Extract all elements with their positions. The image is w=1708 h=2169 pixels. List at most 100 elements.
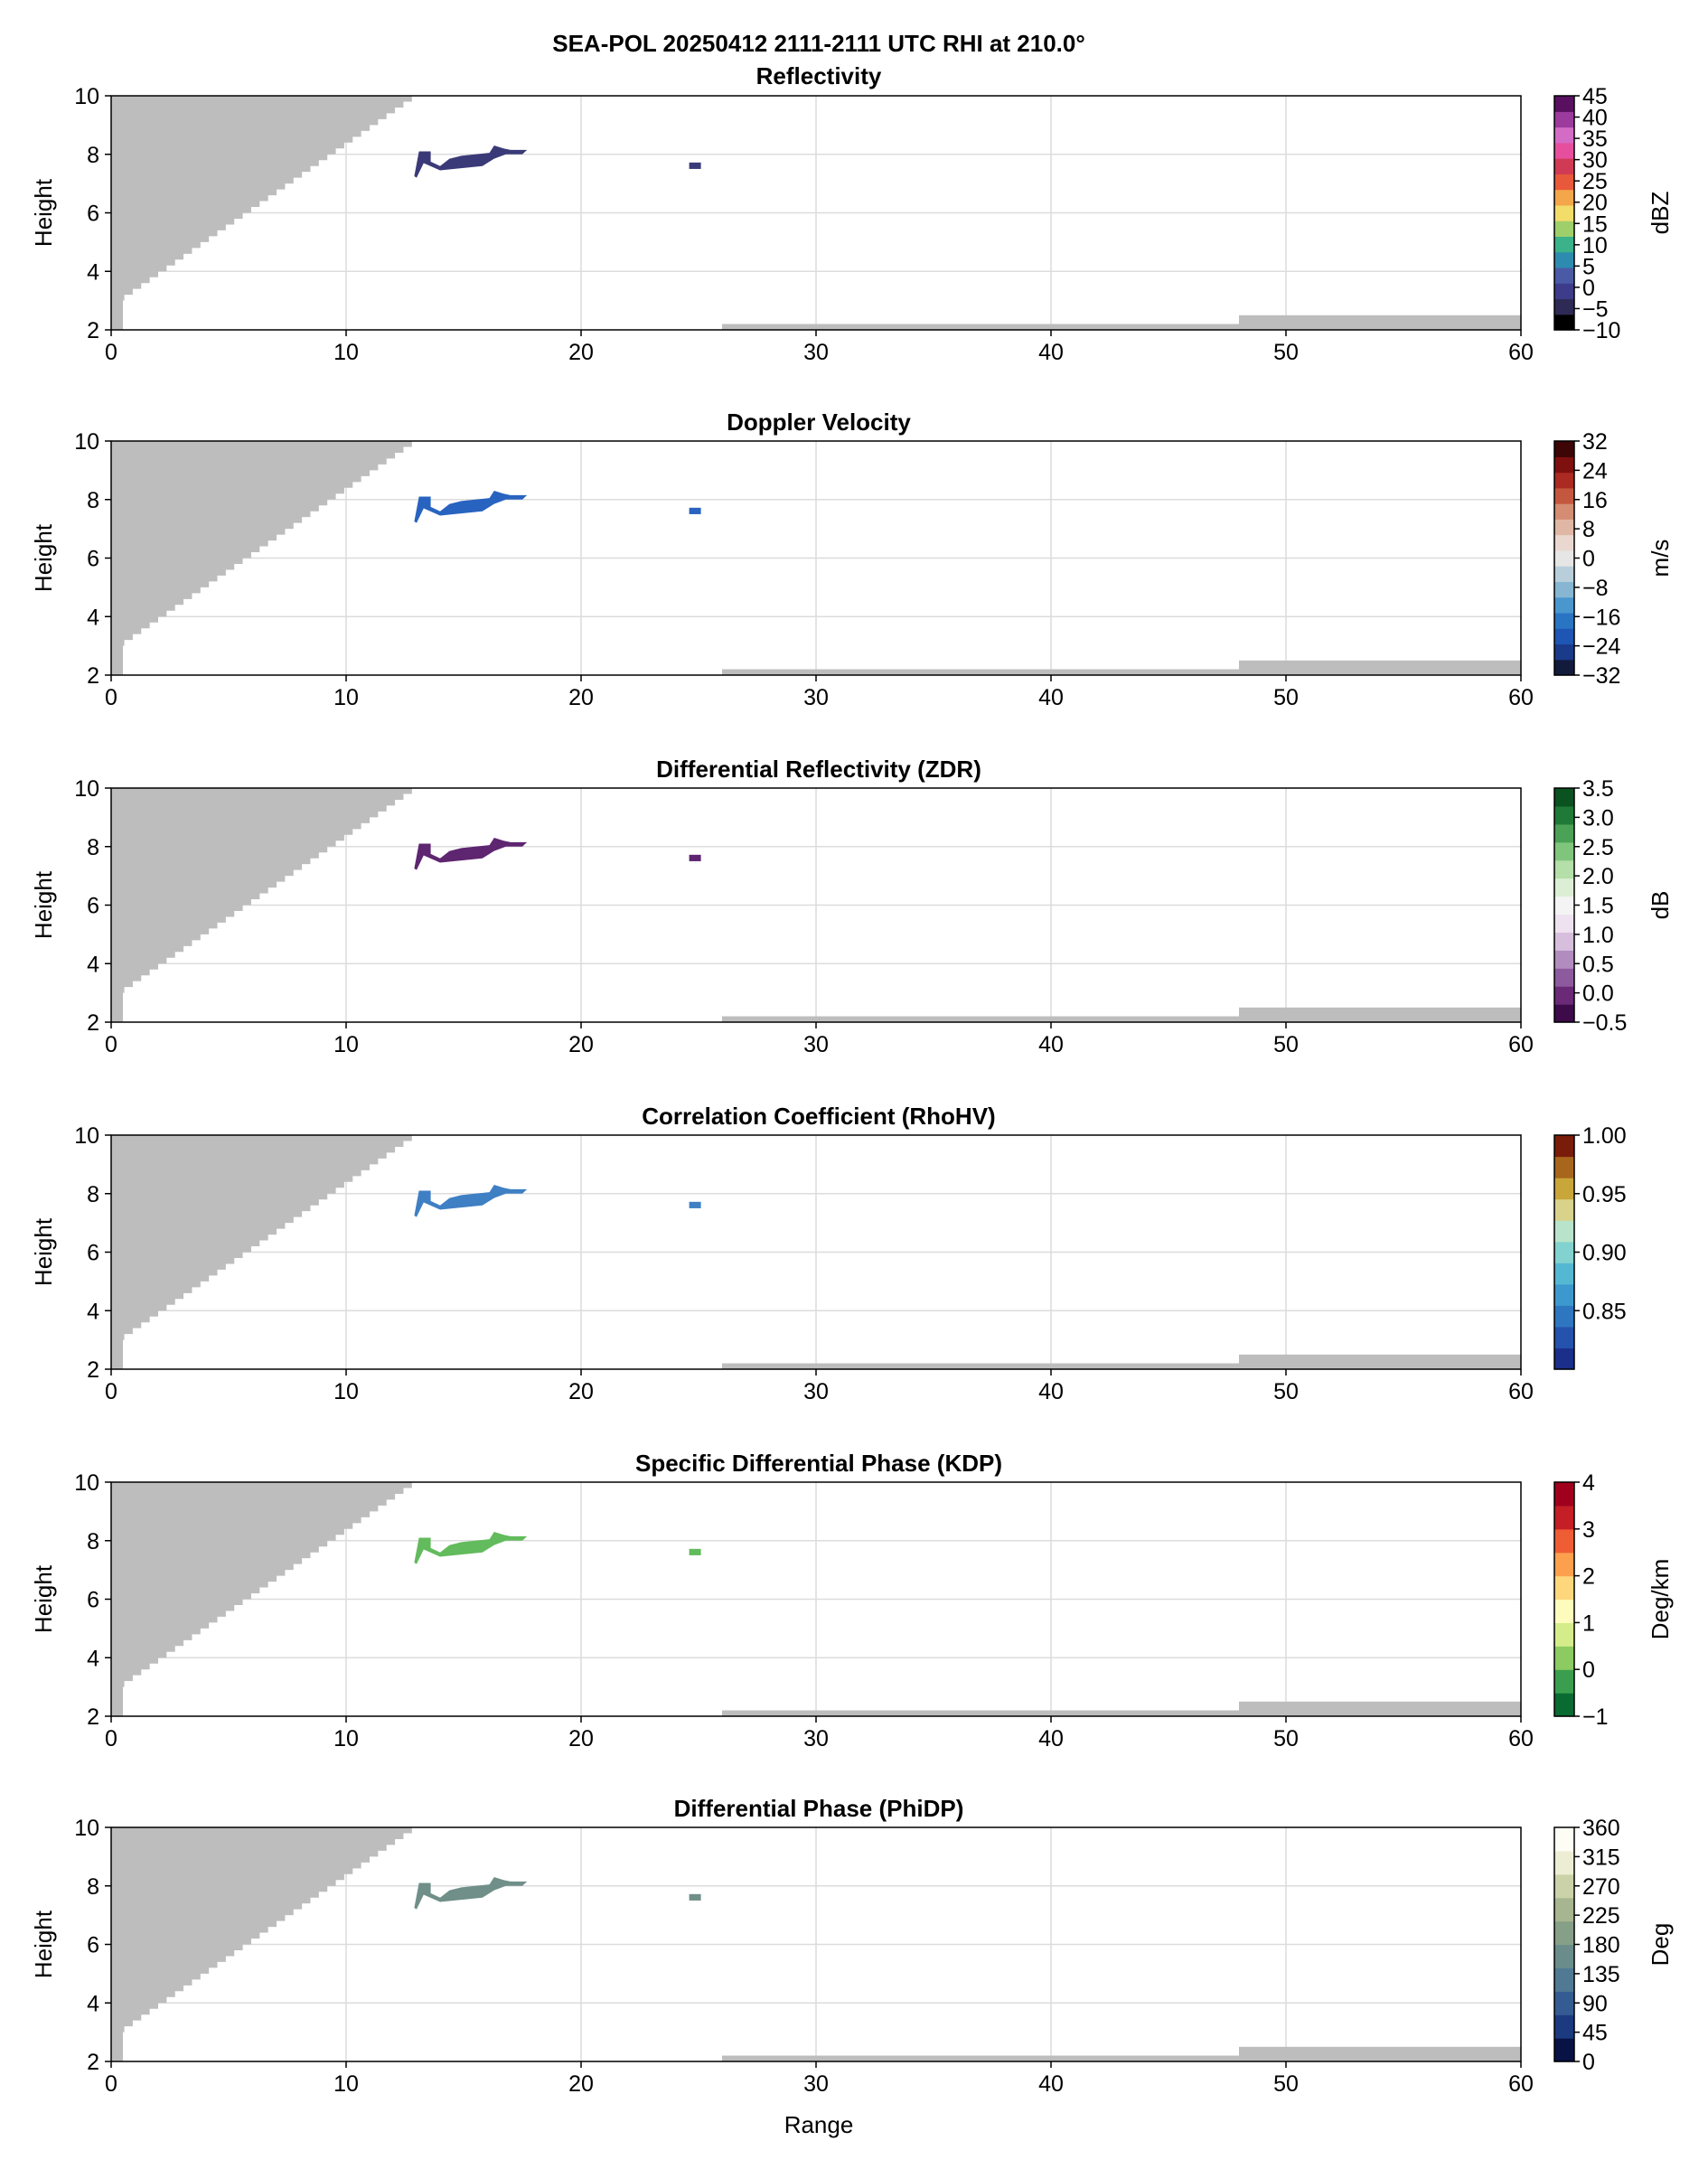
colorbar-frame [1553, 95, 1575, 331]
colorbar-swatch [1554, 1873, 1574, 1899]
ground-clutter-strip [722, 1710, 1239, 1716]
y-tick-label: 8 [87, 835, 99, 860]
x-tick-label: 10 [333, 340, 359, 365]
y-axis-label: Height [30, 178, 57, 247]
colorbar-swatch [1554, 1178, 1574, 1200]
colorbar-tick-label: −8 [1582, 576, 1609, 601]
beam-blocked-region [111, 1482, 412, 1716]
beam-blocked-region [111, 1827, 412, 2061]
colorbar-tick-label: 1.0 [1582, 923, 1614, 948]
x-tick-label: 20 [568, 1726, 594, 1751]
colorbar-swatch [1554, 986, 1574, 1005]
colorbar-tick-label: 32 [1582, 429, 1608, 455]
colorbar-swatch [1554, 1646, 1574, 1670]
x-tick-label: 60 [1508, 1726, 1534, 1751]
x-tick-label: 60 [1508, 1032, 1534, 1057]
ground-clutter-strip [722, 2055, 1239, 2061]
colorbar-tick-label: 225 [1582, 1903, 1620, 1929]
colorbar-tick-label: 40 [1582, 106, 1608, 131]
colorbar-tick-label: 270 [1582, 1874, 1620, 1900]
x-tick-label: 0 [105, 2071, 117, 2097]
colorbar-tick-label: 30 [1582, 148, 1608, 174]
y-tick-label: 2 [87, 1357, 99, 1383]
colorbar-tick-label: 25 [1582, 169, 1608, 194]
y-tick-label: 2 [87, 1704, 99, 1730]
colorbar-label: dBZ [1647, 192, 1674, 235]
panel-title: Differential Phase (PhiDP) [674, 1795, 964, 1822]
colorbar-swatch [1554, 1347, 1574, 1370]
colorbar-tick-label: 1 [1582, 1610, 1595, 1636]
colorbar-tick-label: −10 [1582, 318, 1620, 343]
colorbar-swatch [1554, 127, 1574, 144]
colorbar-swatch [1554, 1991, 1574, 2015]
panel-title: Reflectivity [756, 62, 882, 89]
colorbar-swatch [1554, 1552, 1574, 1577]
colorbar: 4 3 2 1 0 −1 Deg/km [1553, 1470, 1674, 1730]
colorbar-tick-label: 360 [1582, 1816, 1620, 1841]
y-axis-label: Height [30, 1564, 57, 1633]
colorbar-tick-label: 3.5 [1582, 776, 1614, 802]
beam-blocked-region [111, 1135, 412, 1369]
colorbar-tick-label: 4 [1582, 1470, 1595, 1496]
x-tick-label: 30 [803, 2071, 829, 2097]
ground-clutter-strip [1239, 315, 1521, 330]
colorbar-swatch [1554, 1827, 1574, 1852]
y-tick-label: 8 [87, 1529, 99, 1554]
colorbar-label: Deg [1647, 1923, 1674, 1967]
y-axis-label: Height [30, 523, 57, 592]
y-tick-label: 10 [74, 1470, 99, 1496]
x-tick-label: 40 [1038, 1032, 1064, 1057]
x-tick-label: 50 [1273, 340, 1299, 365]
colorbar-tick-label: 2.0 [1582, 864, 1614, 889]
colorbar-tick-label: 0 [1582, 1657, 1595, 1683]
beam-blocked-region [111, 788, 412, 1022]
x-tick-label: 20 [568, 685, 594, 710]
colorbar-swatch [1554, 96, 1574, 112]
colorbar-swatch [1554, 1850, 1574, 1875]
y-tick-label: 6 [87, 1241, 99, 1266]
y-tick-label: 10 [74, 776, 99, 802]
colorbar-swatch [1554, 2014, 1574, 2039]
beam-blocked-region [111, 96, 412, 330]
colorbar: 360 315 270 225 180 135 90 45 0 Deg [1553, 1816, 1674, 2075]
colorbar-label: dB [1647, 891, 1674, 920]
colorbar-tick-label: 16 [1582, 488, 1608, 513]
x-tick-label: 0 [105, 1379, 117, 1404]
y-tick-label: 6 [87, 547, 99, 572]
echo-cell [689, 1548, 701, 1555]
colorbar-tick-label: 135 [1582, 1962, 1620, 1987]
x-tick-label: 60 [1508, 2071, 1534, 2097]
colorbar: 3.5 3.0 2.5 2.0 1.5 1.0 0.5 0.0 −0.5 dB [1553, 776, 1674, 1036]
colorbar-swatch [1554, 1575, 1574, 1601]
ground-clutter-strip [1239, 1007, 1521, 1022]
colorbar-swatch [1554, 2038, 1574, 2062]
colorbar-swatch [1554, 441, 1574, 457]
colorbar: 1.00 0.95 0.90 0.85 [1553, 1123, 1627, 1370]
colorbar-tick-label: 20 [1582, 191, 1608, 216]
x-tick-label: 60 [1508, 340, 1534, 365]
colorbar-swatch [1554, 878, 1574, 897]
y-tick-label: 4 [87, 1646, 99, 1671]
colorbar-tick-label: 0.5 [1582, 952, 1614, 977]
x-tick-label: 10 [333, 685, 359, 710]
x-tick-label: 0 [105, 340, 117, 365]
y-tick-label: 6 [87, 1588, 99, 1613]
colorbar-tick-label: 90 [1582, 1991, 1608, 2016]
y-tick-label: 4 [87, 952, 99, 977]
colorbar-tick-label: 0.95 [1582, 1182, 1627, 1207]
colorbar-swatch [1554, 456, 1574, 474]
colorbar-swatch [1554, 1599, 1574, 1623]
colorbar-tick-label: 180 [1582, 1933, 1620, 1958]
y-tick-label: 6 [87, 894, 99, 919]
x-tick-label: 0 [105, 685, 117, 710]
colorbar-label: m/s [1647, 540, 1674, 577]
beam-blocked-region [111, 441, 412, 675]
colorbar-swatch [1554, 1669, 1574, 1694]
ground-clutter-strip [1239, 660, 1521, 675]
colorbar-tick-label: 0.85 [1582, 1299, 1627, 1324]
x-tick-label: 30 [803, 1379, 829, 1404]
colorbar-swatch [1554, 174, 1574, 191]
colorbar-tick-label: −16 [1582, 605, 1620, 630]
colorbar-swatch [1554, 1920, 1574, 1946]
